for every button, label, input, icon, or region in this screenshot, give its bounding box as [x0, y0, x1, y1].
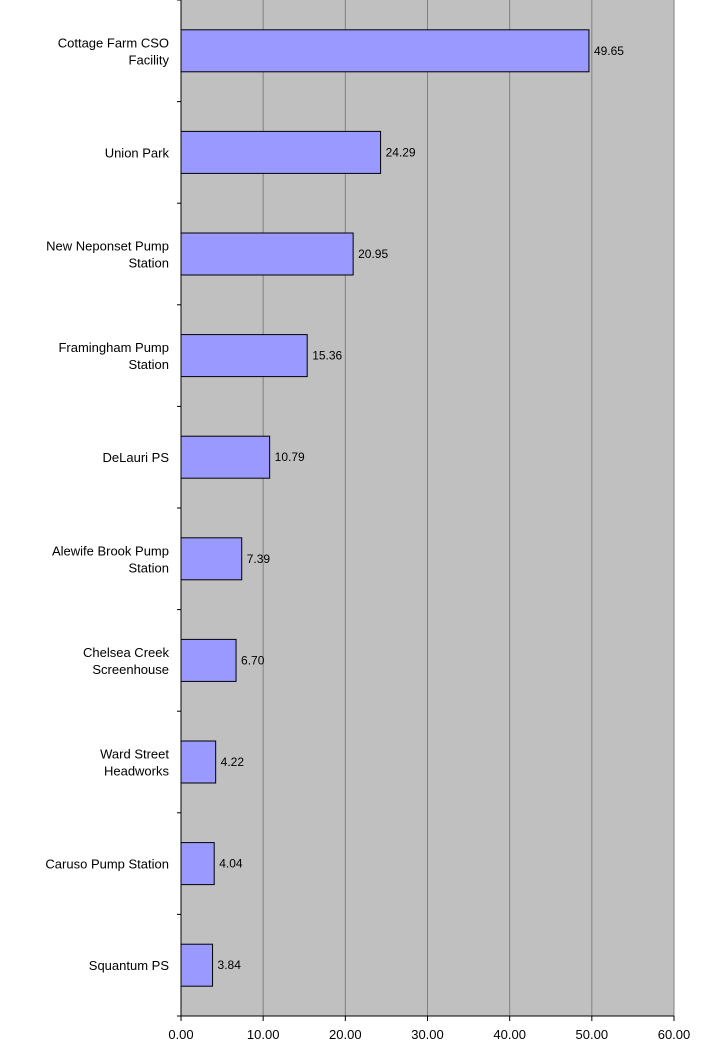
- category-label-line: Squantum PS: [89, 958, 170, 973]
- category-label: Ward Street Headworks: [100, 747, 169, 779]
- value-label: 4.22: [221, 755, 245, 769]
- bar: [180, 130, 382, 174]
- category-label-line: Screenhouse: [92, 662, 169, 677]
- bar: [180, 943, 214, 987]
- x-tick-label: 60.00: [658, 1027, 691, 1042]
- bar: [180, 334, 308, 378]
- category-label-line: Headworks: [104, 764, 170, 779]
- category-label-line: Station: [129, 357, 169, 372]
- value-label: 20.95: [358, 247, 388, 261]
- category-label: Framingham Pump Station: [58, 340, 169, 372]
- bar: [180, 842, 215, 886]
- category-label-line: Station: [129, 256, 169, 271]
- category-label: Alewife Brook Pump Station: [52, 543, 169, 575]
- bar: [180, 232, 354, 276]
- value-label: 49.65: [594, 44, 624, 58]
- category-label-line: Union Park: [105, 145, 170, 160]
- bars: [180, 29, 590, 987]
- axes: [177, 0, 675, 1021]
- bar: [180, 638, 237, 682]
- category-label-line: Cottage Farm CSO: [58, 35, 169, 50]
- value-label: 15.36: [312, 349, 342, 363]
- value-label: 6.70: [241, 653, 265, 667]
- value-label: 4.04: [219, 857, 243, 871]
- bar: [180, 740, 217, 784]
- category-label: Cottage Farm CSO Facility: [58, 35, 170, 67]
- x-tick-label: 0.00: [168, 1027, 193, 1042]
- value-label: 10.79: [275, 450, 305, 464]
- x-tick-label: 10.00: [247, 1027, 280, 1042]
- x-tick-label: 40.00: [493, 1027, 526, 1042]
- category-label-line: Caruso Pump Station: [45, 857, 169, 872]
- category-label: Chelsea Creek Screenhouse: [83, 645, 169, 677]
- value-label: 7.39: [247, 552, 271, 566]
- category-label: DeLauri PS: [103, 450, 170, 465]
- category-label-line: Ward Street: [100, 747, 169, 762]
- category-label-line: Facility: [129, 52, 170, 67]
- x-tick-labels: 0.00 10.00 20.00 30.00 40.00 50.00 60.00: [168, 1027, 690, 1042]
- x-tick-label: 50.00: [576, 1027, 609, 1042]
- bar: [180, 29, 590, 73]
- category-label-line: Station: [129, 560, 169, 575]
- category-label: Squantum PS: [89, 958, 170, 973]
- value-labels: 49.65 24.29 20.95 15.36 10.79 7.39 6.70 4.22 4.0…: [218, 44, 625, 972]
- category-label: Caruso Pump Station: [45, 857, 169, 872]
- x-tick-label: 30.00: [411, 1027, 444, 1042]
- value-label: 3.84: [218, 958, 242, 972]
- value-label: 24.29: [386, 145, 416, 159]
- category-label-line: Chelsea Creek: [83, 645, 169, 660]
- category-label-line: DeLauri PS: [103, 450, 170, 465]
- category-label-line: Alewife Brook Pump: [52, 543, 169, 558]
- category-labels: Cottage Farm CSO Facility Union Park New Ne…: [45, 35, 169, 973]
- x-tick-label: 20.00: [329, 1027, 362, 1042]
- bar: [180, 537, 243, 581]
- category-label-line: Framingham Pump: [58, 340, 169, 355]
- category-label-line: New Neponset Pump: [46, 239, 169, 254]
- bar: [180, 435, 271, 479]
- category-label: Union Park: [105, 145, 170, 160]
- category-label: New Neponset Pump Station: [46, 239, 169, 271]
